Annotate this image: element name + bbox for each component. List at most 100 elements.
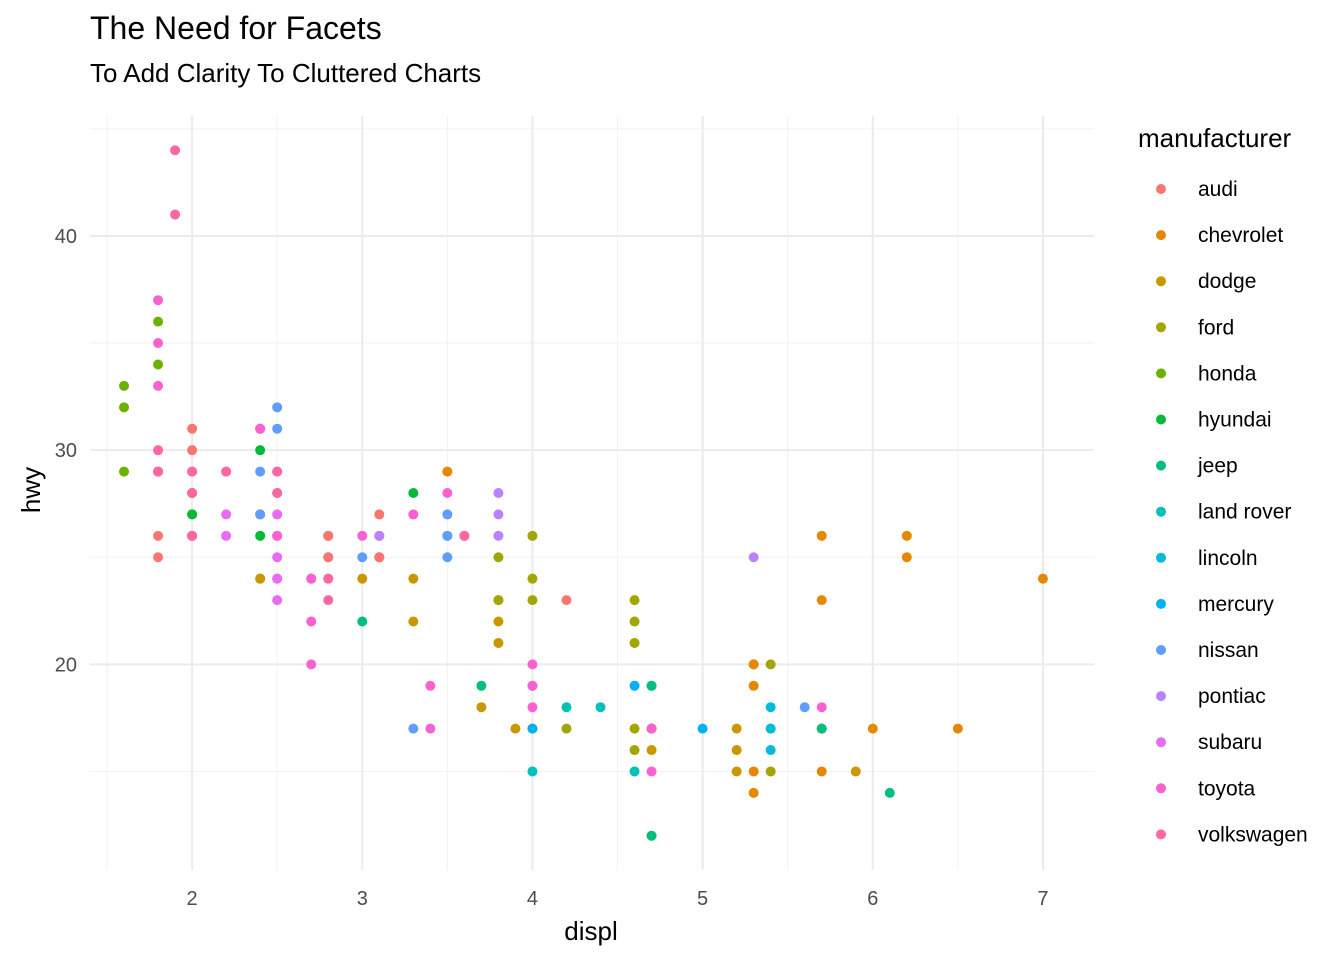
data-point [153,445,164,456]
data-point [731,723,742,734]
legend-key [1156,783,1166,794]
data-point [272,573,283,584]
data-point [646,766,657,777]
data-point [493,552,504,563]
data-point [408,723,419,734]
legend-label: jeep [1197,455,1238,478]
data-point [170,209,181,220]
data-point [867,723,878,734]
data-point [561,723,572,734]
x-tick-label: 3 [357,888,368,910]
legend-key [1156,460,1166,471]
data-point [493,595,504,606]
data-point [272,509,283,520]
data-point [153,530,164,541]
legend-label: audi [1198,178,1238,201]
legend-label: ford [1198,316,1234,339]
data-point [510,723,521,734]
data-point [646,830,657,841]
data-point [272,552,283,563]
data-point [357,552,368,563]
legend-item-jeep: jeep [1156,455,1238,478]
series-pontiac [374,488,759,563]
data-point [272,402,283,413]
data-point [952,723,963,734]
data-point [272,595,283,606]
data-point [646,745,657,756]
data-point [272,423,283,434]
data-point [255,530,266,541]
legend-item-mercury: mercury [1156,593,1274,616]
data-point [408,573,419,584]
data-point [306,616,317,627]
data-point [357,616,368,627]
legend-key [1156,276,1166,287]
data-point [493,488,504,498]
data-point [850,766,861,777]
legend-item-land-rover: land rover [1156,501,1291,524]
data-point [119,466,130,477]
data-point [527,766,538,777]
data-point [255,509,266,520]
legend-item-lincoln: lincoln [1156,547,1258,570]
data-point [476,702,487,713]
data-point [153,380,164,391]
data-point [629,680,640,691]
x-tick-label: 7 [1037,888,1048,910]
series-ford [493,530,776,777]
legend-item-toyota: toyota [1156,777,1256,800]
tick-labels: 2 3 4 5 6 7 20 30 40 [55,226,1049,910]
data-point [425,723,436,734]
legend-item-honda: honda [1156,362,1257,385]
y-axis-title: hwy [16,467,46,513]
series-land-rover [527,702,640,777]
data-point [408,509,419,520]
data-point [272,466,283,477]
data-point [765,702,776,713]
data-point [408,488,419,498]
data-point [272,488,283,498]
data-point [153,295,164,306]
data-point [527,530,538,541]
data-point [1037,573,1048,584]
data-point [527,680,538,691]
data-point [901,530,912,541]
y-tick-label: 20 [55,654,77,676]
series-toyota [153,295,827,777]
series-nissan [255,402,810,734]
data-point [187,509,198,520]
data-points [119,145,1048,841]
data-point [884,787,895,798]
data-point [153,316,164,327]
data-point [255,445,266,456]
data-point [901,552,912,563]
legend-label: volkswagen [1198,823,1308,846]
legend-item-pontiac: pontiac [1156,685,1266,708]
data-point [153,359,164,370]
data-point [527,723,538,734]
data-point [119,380,130,391]
data-point [357,530,368,541]
data-point [816,702,827,713]
data-point [374,552,385,563]
data-point [697,723,708,734]
data-point [816,766,827,777]
x-tick-label: 6 [867,888,878,910]
legend-label: mercury [1198,593,1274,616]
legend-item-dodge: dodge [1156,270,1256,293]
data-point [765,723,776,734]
data-point [374,509,385,520]
legend: manufacturer audi chevrolet dodge ford honda… [1138,123,1308,846]
data-point [748,787,759,798]
data-point [629,637,640,648]
data-point [595,702,606,713]
legend-item-ford: ford [1156,316,1234,339]
data-point [629,766,640,777]
data-point [527,702,538,713]
data-point [527,659,538,670]
legend-item-volkswagen: volkswagen [1156,823,1308,846]
legend-label: lincoln [1198,547,1258,570]
data-point [408,616,419,627]
data-point [323,595,334,606]
